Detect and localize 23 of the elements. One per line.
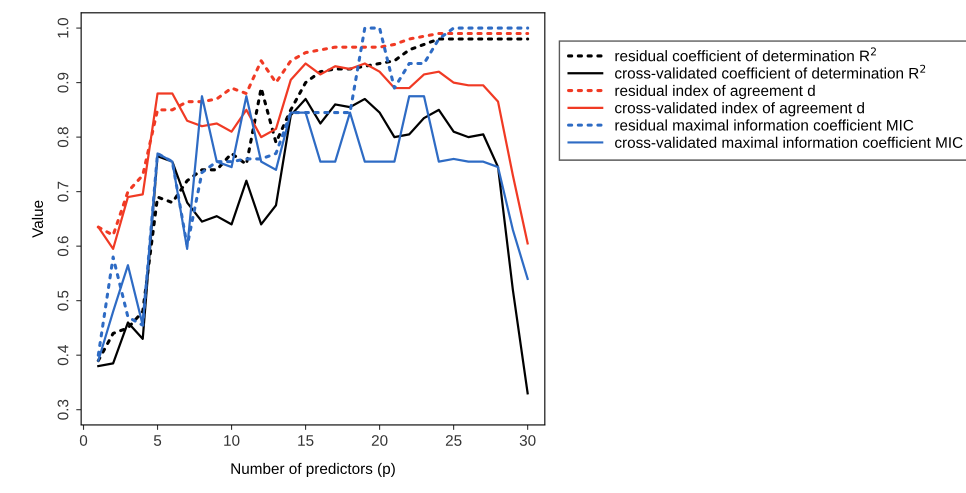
y-axis-title: Value <box>32 200 44 238</box>
x-axis-title: Number of predictors (p) <box>231 462 395 478</box>
x-tick-label: 25 <box>446 435 462 446</box>
x-tick-label: 0 <box>80 435 88 446</box>
legend-label: residual index of agreement d <box>615 84 815 100</box>
y-tick-label: 0.3 <box>58 400 68 420</box>
x-tick-label: 5 <box>154 435 162 446</box>
y-tick-label: 0.8 <box>58 127 68 148</box>
y-tick-label: 0.9 <box>58 72 68 93</box>
y-tick-label: 0.7 <box>58 182 68 202</box>
x-tick-label: 10 <box>224 435 240 446</box>
legend-label: residual coefficient of determination R$^{2}$ <box>615 47 876 62</box>
x-tick-label: 30 <box>520 435 536 446</box>
y-tick-label: 0.4 <box>58 345 68 366</box>
legend-label: residual maximal information coefficient MIC <box>615 119 914 131</box>
y-tick-label: 1.0 <box>58 18 68 38</box>
y-tick-label: 0.5 <box>58 290 68 311</box>
legend-label: cross-validated index of agreement d <box>615 102 864 116</box>
x-tick-label: 20 <box>372 435 388 446</box>
legend-label: cross-validated coefficient of determination R$^{2}$ <box>615 64 926 79</box>
y-tick-label: 0.6 <box>58 236 68 256</box>
legend-label: cross-validated maximal information coefficient MIC <box>615 136 963 148</box>
x-tick-label: 15 <box>298 435 314 446</box>
